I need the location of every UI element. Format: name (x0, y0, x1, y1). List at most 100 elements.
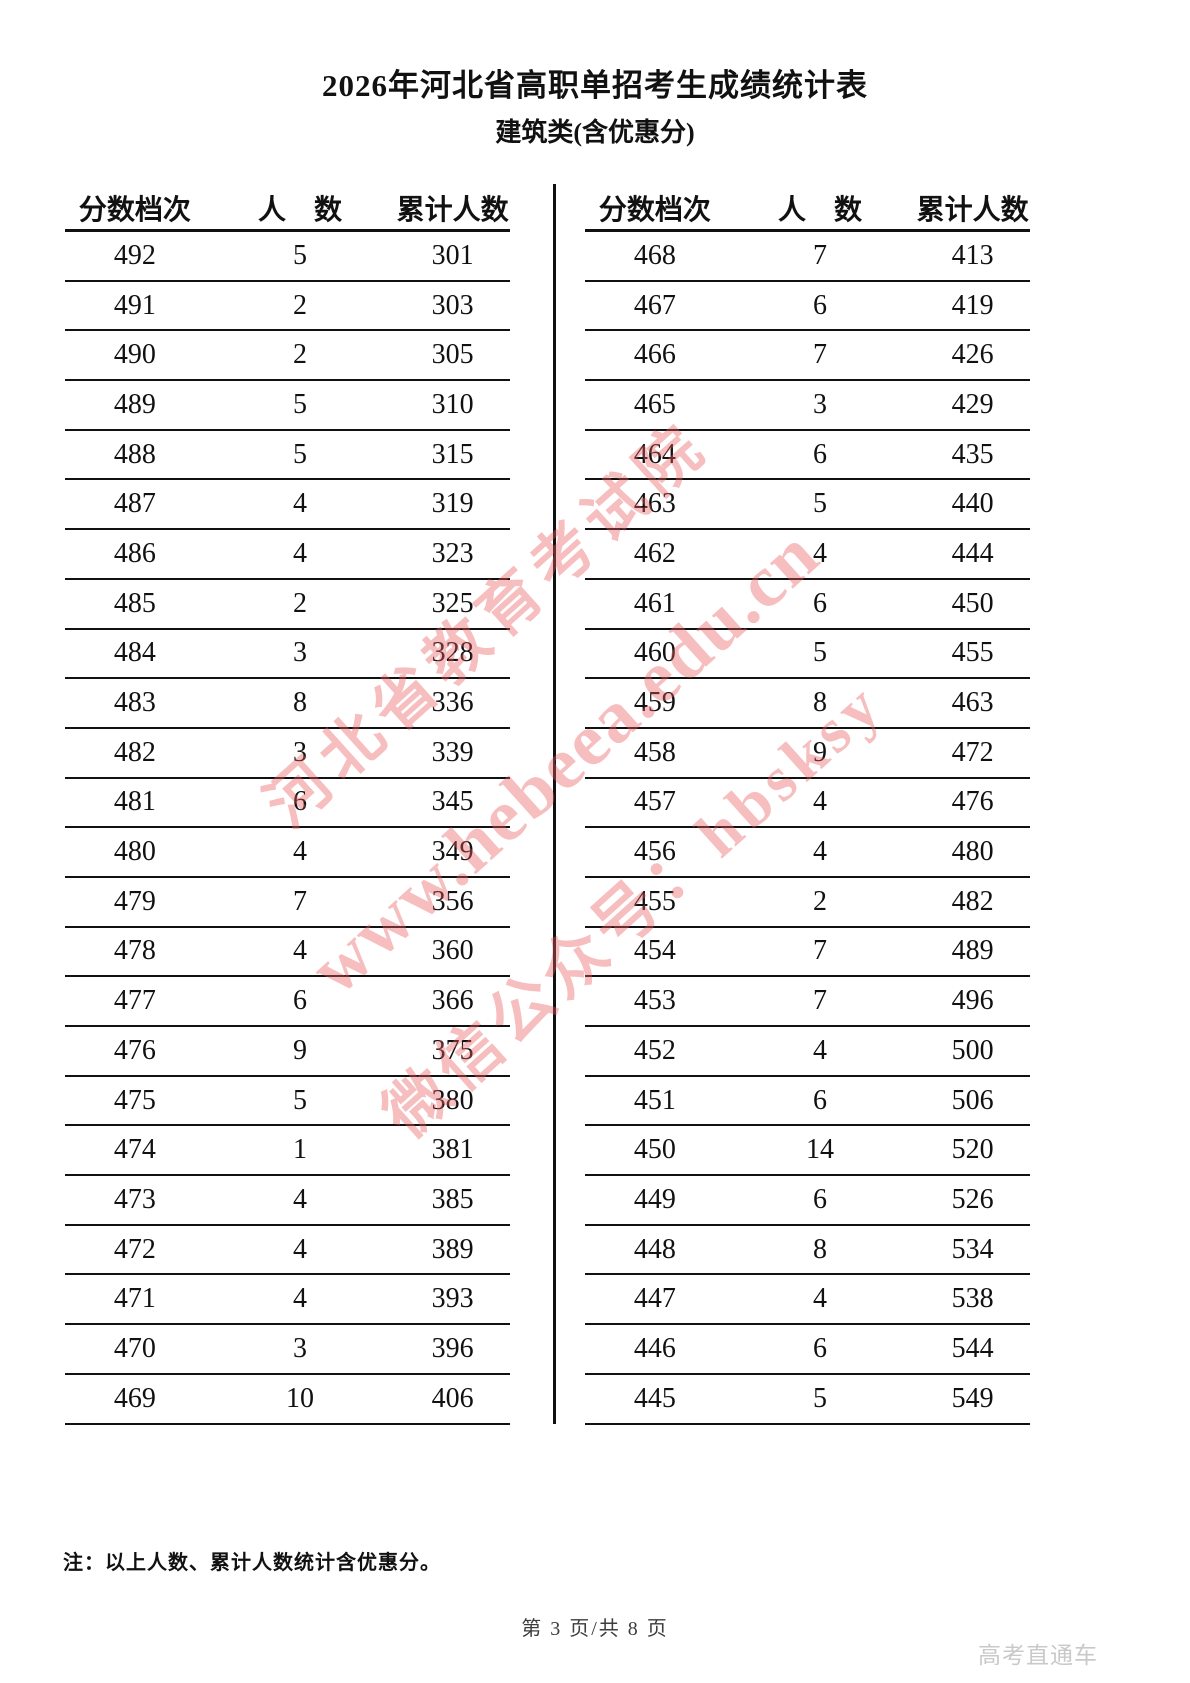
cumulative-count: 336 (431, 687, 474, 719)
table-row: 470 3 396 (65, 1325, 510, 1375)
page-title: 2026年河北省高职单招考生成绩统计表 (322, 68, 868, 103)
count: 3 (292, 637, 307, 669)
table-header-row: 分数档次 人 数 累计人数 (585, 186, 1030, 232)
score-level: 465 (633, 388, 676, 420)
score-level: 463 (633, 488, 676, 520)
table-row: 447 4 538 (585, 1275, 1030, 1326)
score-level: 456 (633, 836, 676, 868)
table-row: 464 6 435 (585, 431, 1030, 481)
cumulative-count: 538 (951, 1283, 994, 1315)
score-level: 487 (113, 488, 156, 520)
count: 5 (292, 1084, 307, 1116)
score-level: 489 (113, 388, 156, 420)
cumulative-count: 315 (431, 438, 474, 470)
count: 6 (812, 1183, 827, 1215)
column-header-score: 分数档次 (598, 194, 711, 226)
cumulative-count: 480 (951, 836, 994, 868)
table-row: 484 3 328 (65, 630, 510, 680)
table-row: 446 6 544 (585, 1325, 1030, 1375)
score-level: 472 (113, 1233, 156, 1265)
cumulative-count: 549 (951, 1382, 994, 1414)
score-level: 466 (633, 339, 676, 371)
cumulative-count: 380 (431, 1084, 474, 1116)
cumulative-count: 482 (951, 885, 994, 917)
table-row: 449 6 526 (585, 1176, 1030, 1226)
table-row: 478 4 360 (65, 928, 510, 978)
count: 9 (812, 736, 827, 768)
table-row: 452 4 500 (585, 1027, 1030, 1077)
table-row: 477 6 366 (65, 977, 510, 1027)
count: 5 (812, 488, 827, 520)
cumulative-count: 396 (431, 1332, 474, 1364)
table-row: 459 8 463 (585, 679, 1030, 729)
count: 7 (812, 339, 827, 371)
brand-watermark: 高考直通车 (978, 1643, 1098, 1668)
cumulative-count: 393 (431, 1283, 474, 1315)
count: 6 (812, 587, 827, 619)
table-row: 479 7 356 (65, 878, 510, 928)
cumulative-count: 310 (431, 388, 474, 420)
table-row: 475 5 380 (65, 1077, 510, 1127)
table-row: 476 9 375 (65, 1027, 510, 1077)
cumulative-count: 349 (431, 836, 474, 868)
count: 2 (292, 289, 307, 321)
score-level: 459 (633, 687, 676, 719)
score-level: 480 (113, 836, 156, 868)
score-level: 485 (113, 587, 156, 619)
table-row: 465 3 429 (585, 381, 1030, 431)
count: 4 (812, 1283, 827, 1315)
count: 4 (292, 1233, 307, 1265)
score-level: 483 (113, 687, 156, 719)
cumulative-count: 356 (431, 885, 474, 917)
table-row: 487 4 319 (65, 480, 510, 531)
count: 6 (292, 985, 307, 1017)
count: 6 (812, 1084, 827, 1116)
count: 8 (292, 687, 307, 719)
count: 4 (812, 537, 827, 569)
cumulative-count: 489 (951, 935, 994, 967)
count: 2 (812, 885, 827, 917)
score-level: 458 (633, 736, 676, 768)
cumulative-count: 520 (951, 1134, 994, 1166)
score-level: 484 (113, 637, 156, 669)
table-row: 445 5 549 (585, 1375, 1030, 1425)
cumulative-count: 440 (951, 488, 994, 520)
count: 4 (812, 786, 827, 818)
count: 5 (292, 438, 307, 470)
count: 3 (812, 388, 827, 420)
score-level: 449 (633, 1183, 676, 1215)
table-row: 454 7 489 (585, 928, 1030, 978)
table-row: 455 2 482 (585, 878, 1030, 928)
count: 8 (812, 1233, 827, 1265)
score-level: 471 (113, 1283, 156, 1315)
cumulative-count: 389 (431, 1233, 474, 1265)
cumulative-count: 476 (951, 786, 994, 818)
table-row: 483 8 336 (65, 679, 510, 729)
cumulative-count: 496 (951, 985, 994, 1017)
score-level: 452 (633, 1034, 676, 1066)
cumulative-count: 419 (951, 289, 994, 321)
cumulative-count: 375 (431, 1034, 474, 1066)
table-row: 488 5 315 (65, 431, 510, 481)
table-row: 468 7 413 (585, 232, 1030, 282)
score-level: 461 (633, 587, 676, 619)
count: 4 (292, 836, 307, 868)
cumulative-count: 305 (431, 339, 474, 371)
cumulative-count: 463 (951, 687, 994, 719)
cumulative-count: 328 (431, 637, 474, 669)
count: 14 (805, 1134, 834, 1166)
score-level: 482 (113, 736, 156, 768)
table-row: 469 10 406 (65, 1375, 510, 1425)
cumulative-count: 526 (951, 1183, 994, 1215)
count: 9 (292, 1034, 307, 1066)
table-header-row: 分数档次 人 数 累计人数 (65, 186, 510, 232)
table-row: 473 4 385 (65, 1176, 510, 1226)
table-row: 481 6 345 (65, 779, 510, 829)
score-level: 445 (633, 1382, 676, 1414)
table-row: 458 9 472 (585, 729, 1030, 779)
column-header-score: 分数档次 (78, 194, 191, 226)
table-row: 485 2 325 (65, 580, 510, 630)
score-level: 468 (633, 239, 676, 271)
table-row: 471 4 393 (65, 1275, 510, 1326)
